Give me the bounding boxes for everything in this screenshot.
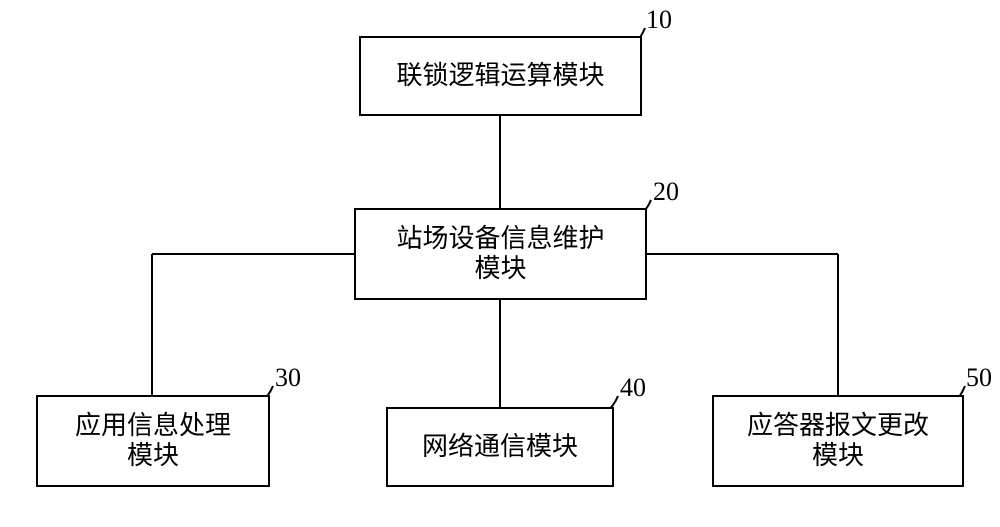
node-n30: 应用信息处理 模块 [36, 395, 270, 487]
node-n40: 网络通信模块 [386, 407, 614, 487]
node-n10: 联锁逻辑运算模块 [359, 36, 642, 116]
node-label: 站场设备信息维护 模块 [396, 224, 604, 284]
callout-n50: 50 [966, 363, 992, 393]
node-label: 应答器报文更改 模块 [747, 411, 929, 471]
node-label: 应用信息处理 模块 [75, 411, 231, 471]
node-label: 网络通信模块 [422, 432, 578, 462]
callout-n10: 10 [646, 5, 672, 35]
callout-n20: 20 [653, 177, 679, 207]
node-n20: 站场设备信息维护 模块 [354, 208, 647, 300]
node-n50: 应答器报文更改 模块 [712, 395, 964, 487]
node-label: 联锁逻辑运算模块 [396, 61, 604, 91]
callout-n40: 40 [620, 373, 646, 403]
callout-n30: 30 [275, 363, 301, 393]
diagram-canvas: 联锁逻辑运算模块 10 站场设备信息维护 模块 20 应用信息处理 模块 30 网络通信模块… [0, 0, 1000, 527]
